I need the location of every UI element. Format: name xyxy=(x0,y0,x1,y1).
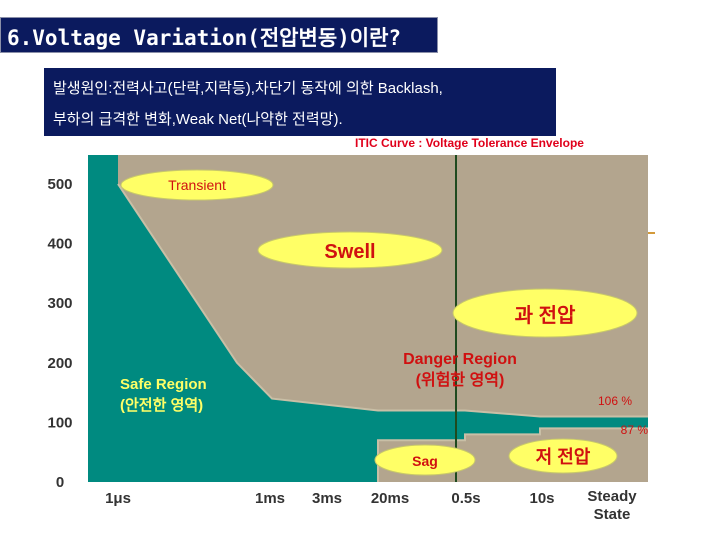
y-tick-label-0: 0 xyxy=(56,474,64,491)
transient-label: Transient xyxy=(168,177,226,193)
x-tick-label-0.5s: 0.5s xyxy=(451,490,480,507)
overvoltage-ellipse xyxy=(452,288,638,338)
danger-region-sublabel: (위험한 영역) xyxy=(416,370,505,389)
upper-envelope-line xyxy=(117,183,648,418)
page-title: 6.Voltage Variation(전압변동)이란? xyxy=(7,26,402,50)
y-tick-label-100: 100 xyxy=(47,414,72,431)
undervoltage-label: 저 전압 xyxy=(536,447,591,467)
lower-envelope-line xyxy=(377,427,648,482)
swell-ellipse xyxy=(257,231,443,269)
sag-ellipse xyxy=(374,444,476,476)
title-banner: 6.Voltage Variation(전압변동)이란? xyxy=(0,17,438,53)
x-tick-label-20ms: 20ms xyxy=(371,490,409,507)
sag-label: Sag xyxy=(412,453,438,469)
undervoltage-ellipse xyxy=(508,438,618,474)
y-tick-label-400: 400 xyxy=(47,236,72,253)
y-tick-label-500: 500 xyxy=(47,176,72,193)
transient-ellipse xyxy=(120,169,274,201)
chart-title: ITIC Curve : Voltage Tolerance Envelope xyxy=(355,136,584,150)
pct-106-label: 106 % xyxy=(598,394,632,408)
description-line-2: 부하의 급격한 변화,Weak Net(나약한 전력망). xyxy=(53,111,343,128)
x-tick-label-steady: Steady xyxy=(587,488,637,505)
danger-region-label: Danger Region xyxy=(403,351,517,368)
x-tick-label-1ms: 1ms xyxy=(255,490,285,507)
x-tick-label-3ms: 3ms xyxy=(312,490,342,507)
y-tick-label-300: 300 xyxy=(47,295,72,312)
overvoltage-label: 과 전압 xyxy=(515,304,576,327)
description-line-1: 발생원인:전력사고(단락,지락등),차단기 동작에 의한 Backlash, xyxy=(53,80,443,97)
x-tick-label-10s: 10s xyxy=(529,490,554,507)
safe-region-area xyxy=(88,155,648,482)
x-tick-label-state: State xyxy=(594,506,631,523)
description-box: 발생원인:전력사고(단락,지락등),차단기 동작에 의한 Backlash, 부… xyxy=(44,68,556,136)
x-tick-label-1μs: 1μs xyxy=(105,490,131,507)
safe-region-sublabel: (안전한 영역) xyxy=(120,396,203,414)
y-tick-label-200: 200 xyxy=(47,355,72,372)
swell-label: Swell xyxy=(324,241,375,263)
pct-87-label: 87 % xyxy=(621,423,649,437)
safe-region-label: Safe Region xyxy=(120,376,207,393)
